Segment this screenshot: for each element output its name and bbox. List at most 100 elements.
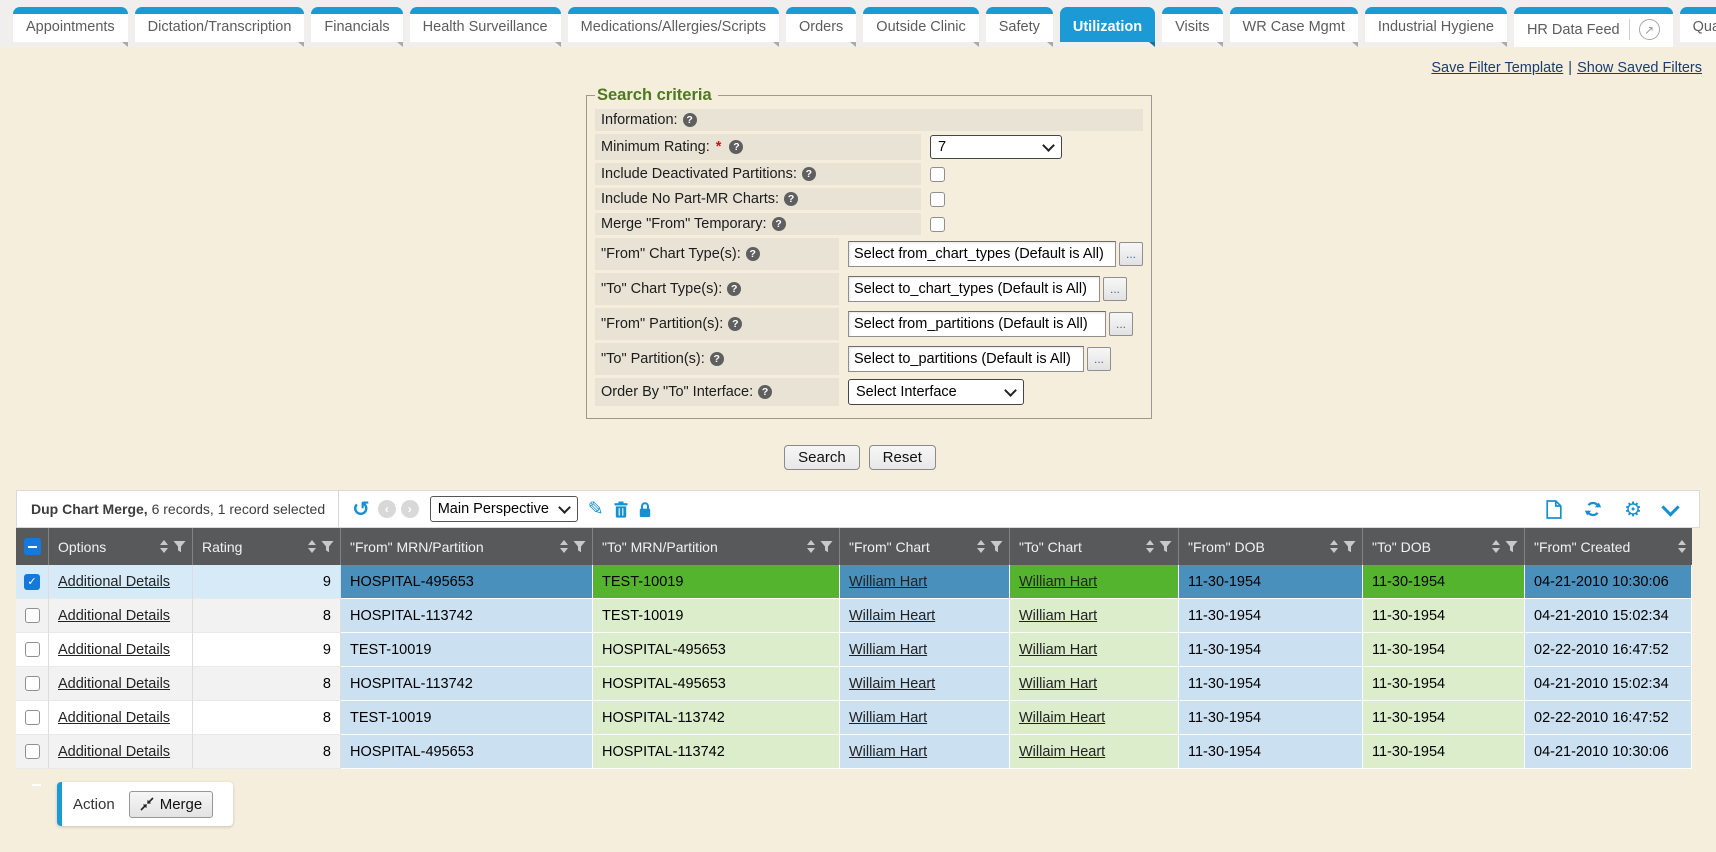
row-checkbox[interactable]: [24, 608, 40, 623]
help-icon[interactable]: ?: [729, 140, 744, 154]
reset-button[interactable]: Reset: [868, 445, 936, 470]
header-to-chart[interactable]: "To" Chart: [1010, 528, 1179, 565]
search-button[interactable]: Search: [784, 445, 860, 470]
filter-funnel-icon[interactable]: [321, 540, 334, 553]
to-chart-link[interactable]: William Hart: [1019, 675, 1098, 692]
to-chart-link[interactable]: Willaim Heart: [1019, 743, 1106, 760]
help-icon[interactable]: ?: [727, 282, 742, 296]
from-partitions-input[interactable]: [848, 311, 1106, 337]
tab-visits[interactable]: Visits: [1162, 7, 1223, 47]
sort-icon[interactable]: [1678, 540, 1686, 553]
tab-health-surveillance[interactable]: Health Surveillance: [409, 7, 561, 47]
help-icon[interactable]: ?: [709, 352, 724, 366]
from-chart-link[interactable]: William Hart: [849, 709, 928, 726]
sort-icon[interactable]: [160, 540, 168, 553]
header-from-dob[interactable]: "From" DOB: [1179, 528, 1363, 565]
refresh-icon[interactable]: [1584, 500, 1602, 518]
sort-icon[interactable]: [560, 540, 568, 553]
filter-funnel-icon[interactable]: [1343, 540, 1356, 553]
to-chart-link[interactable]: William Hart: [1019, 573, 1098, 590]
sort-icon[interactable]: [1330, 540, 1338, 553]
to-partitions-picker-button[interactable]: ...: [1087, 347, 1111, 371]
tab-appointments[interactable]: Appointments: [13, 7, 128, 47]
to-chart-link[interactable]: William Hart: [1019, 607, 1098, 624]
help-icon[interactable]: ?: [745, 247, 760, 261]
lock-icon[interactable]: [638, 501, 652, 518]
to-chart-link[interactable]: Willaim Heart: [1019, 709, 1106, 726]
row-checkbox-checked[interactable]: ✓: [24, 573, 40, 590]
undo-icon[interactable]: ↺: [352, 496, 370, 521]
tab-outside-clinic[interactable]: Outside Clinic: [863, 7, 980, 47]
tab-utilization[interactable]: Utilization: [1059, 7, 1156, 47]
header-from-created[interactable]: "From" Created: [1525, 528, 1692, 565]
filter-funnel-icon[interactable]: [1505, 540, 1518, 553]
sort-icon[interactable]: [977, 540, 985, 553]
order-by-interface-select[interactable]: Select Interface: [848, 379, 1024, 405]
tab-medications-allergies-scripts[interactable]: Medications/Allergies/Scripts: [567, 7, 780, 47]
sort-icon[interactable]: [308, 540, 316, 553]
additional-details-link[interactable]: Additional Details: [58, 709, 171, 726]
help-icon[interactable]: ?: [771, 217, 786, 231]
tab-quality-of-care[interactable]: Quality of Care: [1679, 7, 1716, 42]
save-filter-template-link[interactable]: Save Filter Template: [1431, 60, 1564, 76]
tab-financials[interactable]: Financials: [311, 7, 403, 47]
settings-gear-icon[interactable]: ⚙: [1624, 497, 1642, 521]
delete-perspective-icon[interactable]: [614, 501, 628, 518]
merge-button[interactable]: Merge: [128, 790, 214, 818]
row-checkbox[interactable]: [24, 642, 40, 657]
additional-details-link[interactable]: Additional Details: [58, 641, 171, 658]
tab-hr-data-feed[interactable]: HR Data Feed ↗: [1513, 7, 1673, 47]
from-chart-link[interactable]: Willaim Heart: [849, 607, 936, 624]
from-chart-link[interactable]: Willaim Heart: [849, 675, 936, 692]
include-deactivated-checkbox[interactable]: [930, 166, 945, 182]
from-chart-link[interactable]: William Hart: [849, 573, 928, 590]
additional-details-link[interactable]: Additional Details: [58, 675, 171, 692]
filter-funnel-icon[interactable]: [573, 540, 586, 553]
filter-funnel-icon[interactable]: [173, 540, 186, 553]
to-partitions-input[interactable]: [848, 346, 1084, 372]
tab-dictation-transcription[interactable]: Dictation/Transcription: [134, 7, 305, 47]
help-icon[interactable]: ?: [801, 167, 816, 181]
from-chart-types-input[interactable]: [848, 241, 1116, 267]
select-all-checkbox[interactable]: [23, 538, 41, 555]
show-saved-filters-link[interactable]: Show Saved Filters: [1577, 60, 1702, 76]
filter-funnel-icon[interactable]: [820, 540, 833, 553]
help-icon[interactable]: ?: [784, 192, 799, 206]
additional-details-link[interactable]: Additional Details: [58, 743, 171, 760]
previous-perspective-icon[interactable]: ‹: [377, 500, 396, 518]
perspective-select[interactable]: Main Perspective: [429, 496, 578, 522]
edit-perspective-icon[interactable]: ✎: [587, 497, 604, 520]
header-from-chart[interactable]: "From" Chart: [840, 528, 1010, 565]
tab-safety[interactable]: Safety: [985, 7, 1053, 47]
header-to-dob[interactable]: "To" DOB: [1363, 528, 1525, 565]
to-chart-link[interactable]: William Hart: [1019, 641, 1098, 658]
minimum-rating-select[interactable]: 7: [930, 135, 1062, 159]
header-from-mrn-partition[interactable]: "From" MRN/Partition: [341, 528, 593, 565]
help-icon[interactable]: ?: [682, 113, 697, 127]
row-checkbox[interactable]: [24, 744, 40, 759]
from-chart-link[interactable]: William Hart: [849, 743, 928, 760]
tab-orders[interactable]: Orders: [785, 7, 857, 47]
sort-icon[interactable]: [1146, 540, 1154, 553]
from-chart-link[interactable]: William Hart: [849, 641, 928, 658]
from-chart-types-picker-button[interactable]: ...: [1119, 242, 1143, 266]
row-checkbox[interactable]: [24, 710, 40, 725]
tab-wr-case-mgmt[interactable]: WR Case Mgmt: [1229, 7, 1359, 47]
sort-icon[interactable]: [1492, 540, 1500, 553]
header-rating[interactable]: Rating: [193, 528, 341, 565]
to-chart-types-input[interactable]: [848, 276, 1100, 302]
help-icon[interactable]: ?: [758, 385, 773, 399]
next-perspective-icon[interactable]: ›: [400, 500, 419, 518]
merge-from-temporary-checkbox[interactable]: [930, 216, 945, 232]
sort-icon[interactable]: [807, 540, 815, 553]
additional-details-link[interactable]: Additional Details: [58, 607, 171, 624]
header-options[interactable]: Options: [49, 528, 193, 565]
help-icon[interactable]: ?: [728, 317, 743, 331]
row-checkbox[interactable]: [24, 676, 40, 691]
filter-funnel-icon[interactable]: [990, 540, 1003, 553]
from-partitions-picker-button[interactable]: ...: [1109, 312, 1133, 336]
header-to-mrn-partition[interactable]: "To" MRN/Partition: [593, 528, 840, 565]
collapse-grid-icon[interactable]: [1661, 497, 1680, 517]
additional-details-link[interactable]: Additional Details: [58, 573, 171, 590]
external-link-icon[interactable]: ↗: [1638, 19, 1660, 40]
